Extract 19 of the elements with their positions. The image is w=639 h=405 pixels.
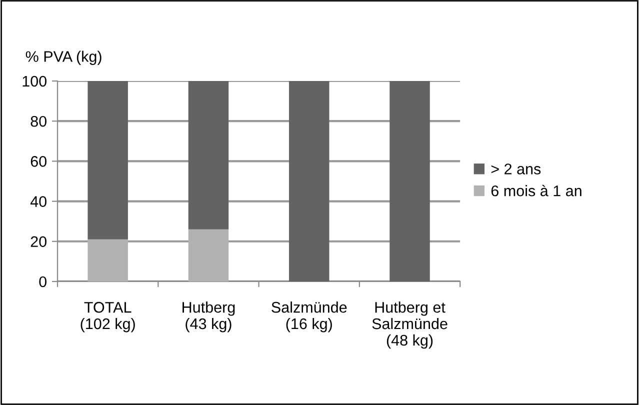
bar [288, 81, 330, 282]
x-tick-label: Salzmünde (16 kg) [272, 302, 347, 332]
y-tick-label: 0 [39, 276, 46, 288]
x-tick-label: Hutberg et Salzmünde (48 kg) [372, 302, 448, 349]
legend-label: 6 mois à 1 an [491, 184, 582, 196]
x-tick-label: Hutberg (43 kg) [182, 302, 235, 332]
y-tick-label: 100 [22, 76, 46, 87]
legend-label: > 2 ans [491, 164, 541, 174]
x-tick-label: TOTAL (102 kg) [80, 302, 135, 332]
y-axis-title: % PVA (kg) [26, 50, 102, 65]
bar [188, 81, 229, 230]
bar [88, 239, 128, 282]
y-tick-label: 40 [30, 196, 46, 207]
bar [188, 229, 229, 282]
y-tick-label: 80 [30, 116, 46, 127]
y-tick-label: 20 [30, 236, 46, 248]
bar [88, 81, 128, 240]
bar [390, 81, 430, 282]
y-tick-label: 60 [30, 156, 46, 167]
